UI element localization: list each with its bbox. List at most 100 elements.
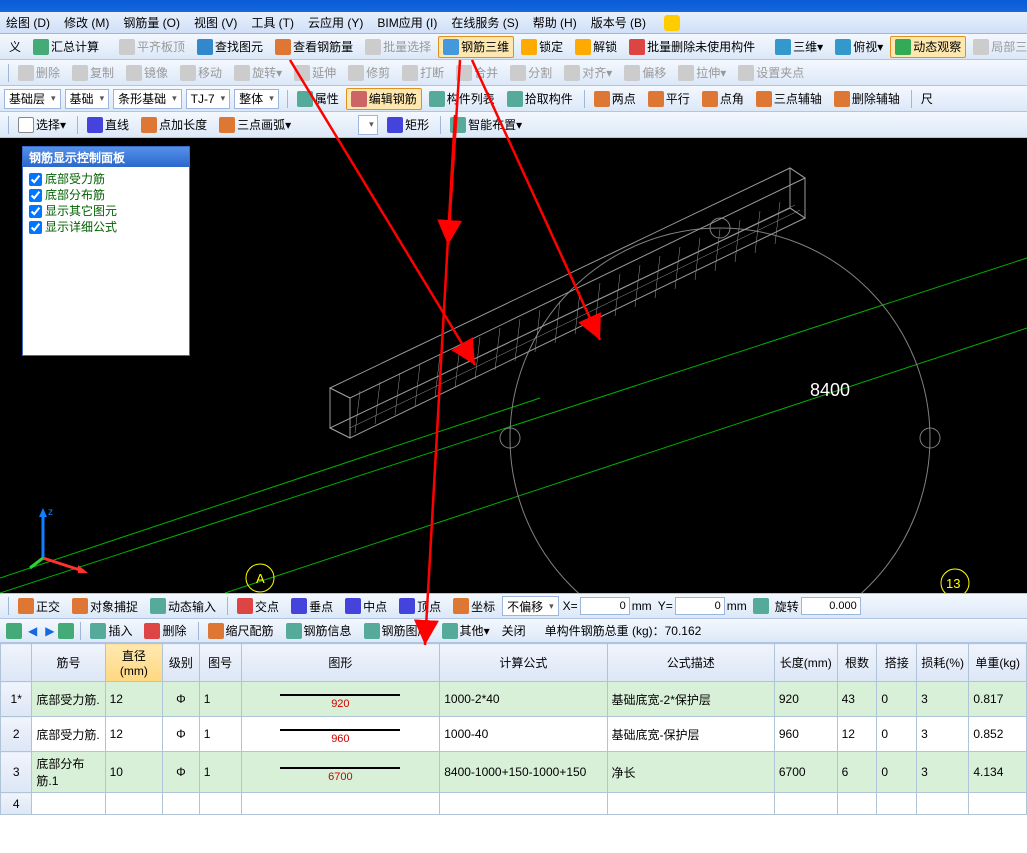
stretch-btn[interactable]: 拉伸▾ [673, 62, 731, 84]
prev-icon[interactable]: ◀ [28, 624, 37, 638]
menu-item[interactable]: 工具 (T) [251, 14, 294, 31]
col-tu[interactable]: 图号 [199, 644, 241, 682]
col-len[interactable]: 长度(mm) [774, 644, 837, 682]
list-btn[interactable]: 构件列表 [424, 88, 500, 110]
chk-show-other[interactable]: 显示其它图元 [29, 203, 183, 219]
trim-btn[interactable]: 修剪 [343, 62, 395, 84]
col-desc[interactable]: 公式描述 [607, 644, 774, 682]
del-aux-btn[interactable]: 删除辅轴 [829, 88, 905, 110]
last-icon[interactable] [58, 623, 74, 639]
col-da[interactable]: 搭接 [877, 644, 917, 682]
table-row[interactable]: 1*底部受力筋.12Φ19201000-2*40基础底宽-2*保护层920430… [1, 682, 1027, 717]
next-icon[interactable]: ▶ [45, 624, 54, 638]
chk-bottom-force[interactable]: 底部受力筋 [29, 171, 183, 187]
osnap-btn[interactable]: 对象捕捉 [67, 595, 143, 617]
col-sun[interactable]: 损耗(%) [917, 644, 969, 682]
menu-item[interactable]: 云应用 (Y) [308, 14, 363, 31]
rebar-table[interactable]: 筋号 直径(mm) 级别 图号 图形 计算公式 公式描述 长度(mm) 根数 搭… [0, 643, 1027, 853]
prop-btn[interactable]: 属性 [292, 88, 344, 110]
first-icon[interactable] [6, 623, 22, 639]
dyn-obs-btn[interactable]: 动态观察 [890, 36, 966, 58]
rebar-lib-btn[interactable]: 钢筋图库 [359, 620, 435, 642]
btn[interactable]: 义 [4, 36, 26, 58]
threepoint-btn[interactable]: 三点辅轴 [751, 88, 827, 110]
col-dia[interactable]: 直径(mm) [105, 644, 163, 682]
ortho-btn[interactable]: 正交 [13, 595, 65, 617]
mirror-btn[interactable]: 镜像 [121, 62, 173, 84]
3d-viewport[interactable]: A 13 8400 钢筋显示控制面板 底部受力筋 底部分布筋 显示其它图元 显示… [0, 138, 1027, 593]
angle-btn[interactable]: 点角 [697, 88, 749, 110]
dyn-input-btn[interactable]: 动态输入 [145, 595, 221, 617]
menu-item[interactable]: 在线服务 (S) [451, 14, 518, 31]
table-row[interactable]: 3底部分布筋.110Φ167008400-1000+150-1000+150净长… [1, 752, 1027, 793]
col-wt[interactable]: 单重(kg) [969, 644, 1027, 682]
twopoint-btn[interactable]: 两点 [589, 88, 641, 110]
flat-btn[interactable]: 平齐板顶 [114, 36, 190, 58]
break-btn[interactable]: 打断 [397, 62, 449, 84]
view-rebar-btn[interactable]: 查看钢筋量 [270, 36, 358, 58]
point-len-btn[interactable]: 点加长度 [136, 114, 212, 136]
find-btn[interactable]: 查找图元 [192, 36, 268, 58]
menu-item[interactable]: 绘图 (D) [6, 14, 50, 31]
line-btn[interactable]: 直线 [82, 114, 134, 136]
layer-dd[interactable]: 基础层 [4, 89, 61, 109]
rot-input[interactable]: 0.000 [801, 597, 861, 615]
merge-btn[interactable]: 合并 [451, 62, 503, 84]
select-btn[interactable]: 选择▾ [13, 114, 71, 136]
whole-dd[interactable]: 整体 [234, 89, 279, 109]
split-btn[interactable]: 分割 [505, 62, 557, 84]
rect-btn[interactable]: 矩形 [382, 114, 434, 136]
col-calc[interactable]: 计算公式 [440, 644, 607, 682]
menu-item[interactable]: 修改 (M) [64, 14, 109, 31]
extend-btn[interactable]: 延伸 [289, 62, 341, 84]
scale-btn[interactable]: 缩尺配筋 [203, 620, 279, 642]
menu-item[interactable]: 视图 (V) [194, 14, 237, 31]
vert-btn[interactable]: 顶点 [394, 595, 446, 617]
col-shape[interactable]: 图形 [241, 644, 440, 682]
move-btn[interactable]: 移动 [175, 62, 227, 84]
copy-btn[interactable]: 复制 [67, 62, 119, 84]
parallel-btn[interactable]: 平行 [643, 88, 695, 110]
mid-btn[interactable]: 中点 [340, 595, 392, 617]
rotate-btn[interactable]: 旋转▾ [229, 62, 287, 84]
offset-dd[interactable]: 不偏移 [502, 596, 559, 616]
arc-btn[interactable]: 三点画弧▾ [214, 114, 296, 136]
y-input[interactable]: 0 [675, 597, 725, 615]
sum-btn[interactable]: 汇总计算 [28, 36, 104, 58]
type-dd[interactable]: 条形基础 [113, 89, 182, 109]
empty-dd[interactable] [358, 115, 378, 135]
grip-btn[interactable]: 设置夹点 [733, 62, 809, 84]
int-btn[interactable]: 交点 [232, 595, 284, 617]
batch-sel-btn[interactable]: 批量选择 [360, 36, 436, 58]
rebar-info-btn[interactable]: 钢筋信息 [281, 620, 357, 642]
ruler-btn[interactable]: 尺 [916, 88, 938, 110]
unlock-btn[interactable]: 解锁 [570, 36, 622, 58]
rebar-3d-btn[interactable]: 钢筋三维 [438, 36, 514, 58]
edit-rebar-btn[interactable]: 编辑钢筋 [346, 88, 422, 110]
del-btn[interactable]: 删除 [13, 62, 65, 84]
menu-item[interactable]: 版本号 (B) [591, 14, 646, 31]
perp-btn[interactable]: 垂点 [286, 595, 338, 617]
batch-del-btn[interactable]: 批量删除未使用构件 [624, 36, 760, 58]
3d-btn[interactable]: 三维▾ [770, 36, 828, 58]
local3d-btn[interactable]: 局部三维 [968, 36, 1027, 58]
coord-btn[interactable]: 坐标 [448, 595, 500, 617]
del-row-btn[interactable]: 删除 [139, 620, 191, 642]
col-lvl[interactable]: 级别 [163, 644, 200, 682]
menu-item[interactable]: BIM应用 (I) [377, 14, 437, 31]
x-input[interactable]: 0 [580, 597, 630, 615]
col-name[interactable]: 筋号 [32, 644, 105, 682]
offset-btn[interactable]: 偏移 [619, 62, 671, 84]
topview-btn[interactable]: 俯视▾ [830, 36, 888, 58]
col-gen[interactable]: 根数 [837, 644, 877, 682]
cat-dd[interactable]: 基础 [65, 89, 110, 109]
menu-item[interactable]: 钢筋量 (O) [123, 14, 180, 31]
rebar-display-panel[interactable]: 钢筋显示控制面板 底部受力筋 底部分布筋 显示其它图元 显示详细公式 [22, 146, 190, 356]
close-btn[interactable]: 关闭 [497, 620, 531, 642]
pick-btn[interactable]: 拾取构件 [502, 88, 578, 110]
lock-btn[interactable]: 锁定 [516, 36, 568, 58]
chk-bottom-dist[interactable]: 底部分布筋 [29, 187, 183, 203]
other-btn[interactable]: 其他▾ [437, 620, 495, 642]
table-row[interactable]: 2底部受力筋.12Φ19601000-40基础底宽-保护层96012030.85… [1, 717, 1027, 752]
smart-btn[interactable]: 智能布置▾ [445, 114, 527, 136]
